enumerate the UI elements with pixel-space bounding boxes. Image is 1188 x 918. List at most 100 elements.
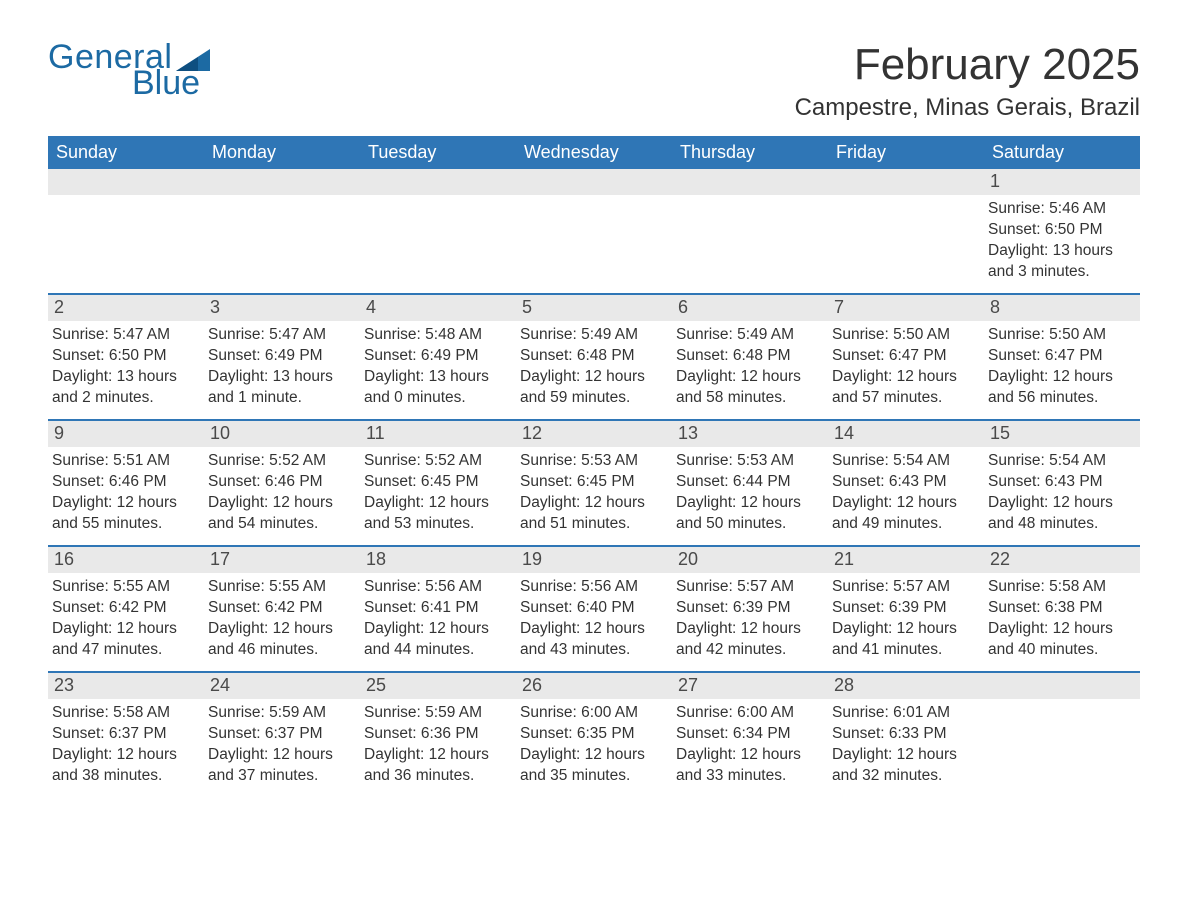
sunrise-text: Sunrise: 5:50 AM bbox=[832, 325, 978, 346]
weekday-header: Thursday bbox=[672, 136, 828, 169]
sunrise-text: Sunrise: 5:59 AM bbox=[208, 703, 354, 724]
sunrise-text: Sunrise: 5:46 AM bbox=[988, 199, 1134, 220]
daylight-text: Daylight: 12 hours and 36 minutes. bbox=[364, 745, 510, 787]
date-number bbox=[204, 169, 360, 195]
sunset-text: Sunset: 6:42 PM bbox=[52, 598, 198, 619]
sunset-text: Sunset: 6:39 PM bbox=[676, 598, 822, 619]
day-details: Sunrise: 5:58 AMSunset: 6:37 PMDaylight:… bbox=[48, 699, 204, 795]
day-cell: 5Sunrise: 5:49 AMSunset: 6:48 PMDaylight… bbox=[516, 295, 672, 419]
day-details: Sunrise: 5:55 AMSunset: 6:42 PMDaylight:… bbox=[204, 573, 360, 669]
date-number: 14 bbox=[828, 421, 984, 447]
day-details: Sunrise: 5:50 AMSunset: 6:47 PMDaylight:… bbox=[828, 321, 984, 417]
weekday-header: Friday bbox=[828, 136, 984, 169]
day-cell bbox=[360, 169, 516, 293]
day-details: Sunrise: 5:59 AMSunset: 6:37 PMDaylight:… bbox=[204, 699, 360, 795]
date-number: 23 bbox=[48, 673, 204, 699]
day-cell: 6Sunrise: 5:49 AMSunset: 6:48 PMDaylight… bbox=[672, 295, 828, 419]
date-number bbox=[984, 673, 1140, 699]
day-details: Sunrise: 5:58 AMSunset: 6:38 PMDaylight:… bbox=[984, 573, 1140, 669]
daylight-text: Daylight: 12 hours and 35 minutes. bbox=[520, 745, 666, 787]
day-details: Sunrise: 5:56 AMSunset: 6:41 PMDaylight:… bbox=[360, 573, 516, 669]
sunrise-text: Sunrise: 5:53 AM bbox=[676, 451, 822, 472]
sunrise-text: Sunrise: 5:50 AM bbox=[988, 325, 1134, 346]
day-details: Sunrise: 5:47 AMSunset: 6:49 PMDaylight:… bbox=[204, 321, 360, 417]
sunrise-text: Sunrise: 5:56 AM bbox=[520, 577, 666, 598]
day-cell: 22Sunrise: 5:58 AMSunset: 6:38 PMDayligh… bbox=[984, 547, 1140, 671]
sunset-text: Sunset: 6:47 PM bbox=[988, 346, 1134, 367]
day-details: Sunrise: 5:57 AMSunset: 6:39 PMDaylight:… bbox=[828, 573, 984, 669]
daylight-text: Daylight: 12 hours and 32 minutes. bbox=[832, 745, 978, 787]
day-details bbox=[516, 195, 672, 207]
date-number: 28 bbox=[828, 673, 984, 699]
sunset-text: Sunset: 6:37 PM bbox=[52, 724, 198, 745]
date-number: 9 bbox=[48, 421, 204, 447]
sunrise-text: Sunrise: 5:52 AM bbox=[208, 451, 354, 472]
location: Campestre, Minas Gerais, Brazil bbox=[795, 94, 1140, 122]
sunset-text: Sunset: 6:49 PM bbox=[208, 346, 354, 367]
day-cell bbox=[516, 169, 672, 293]
date-number: 26 bbox=[516, 673, 672, 699]
sunset-text: Sunset: 6:37 PM bbox=[208, 724, 354, 745]
daylight-text: Daylight: 12 hours and 44 minutes. bbox=[364, 619, 510, 661]
date-number: 5 bbox=[516, 295, 672, 321]
daylight-text: Daylight: 12 hours and 56 minutes. bbox=[988, 367, 1134, 409]
day-details: Sunrise: 5:52 AMSunset: 6:45 PMDaylight:… bbox=[360, 447, 516, 543]
day-details: Sunrise: 5:47 AMSunset: 6:50 PMDaylight:… bbox=[48, 321, 204, 417]
sunrise-text: Sunrise: 5:49 AM bbox=[520, 325, 666, 346]
day-cell: 14Sunrise: 5:54 AMSunset: 6:43 PMDayligh… bbox=[828, 421, 984, 545]
date-number: 1 bbox=[984, 169, 1140, 195]
daylight-text: Daylight: 12 hours and 51 minutes. bbox=[520, 493, 666, 535]
day-details: Sunrise: 5:51 AMSunset: 6:46 PMDaylight:… bbox=[48, 447, 204, 543]
daylight-text: Daylight: 13 hours and 3 minutes. bbox=[988, 241, 1134, 283]
sunset-text: Sunset: 6:36 PM bbox=[364, 724, 510, 745]
sunrise-text: Sunrise: 6:00 AM bbox=[520, 703, 666, 724]
sunset-text: Sunset: 6:35 PM bbox=[520, 724, 666, 745]
daylight-text: Daylight: 12 hours and 40 minutes. bbox=[988, 619, 1134, 661]
daylight-text: Daylight: 12 hours and 58 minutes. bbox=[676, 367, 822, 409]
day-cell: 18Sunrise: 5:56 AMSunset: 6:41 PMDayligh… bbox=[360, 547, 516, 671]
sunset-text: Sunset: 6:34 PM bbox=[676, 724, 822, 745]
day-details bbox=[204, 195, 360, 207]
sunset-text: Sunset: 6:40 PM bbox=[520, 598, 666, 619]
sunset-text: Sunset: 6:46 PM bbox=[52, 472, 198, 493]
day-cell: 28Sunrise: 6:01 AMSunset: 6:33 PMDayligh… bbox=[828, 673, 984, 797]
date-number: 6 bbox=[672, 295, 828, 321]
sunrise-text: Sunrise: 6:00 AM bbox=[676, 703, 822, 724]
day-cell: 4Sunrise: 5:48 AMSunset: 6:49 PMDaylight… bbox=[360, 295, 516, 419]
daylight-text: Daylight: 12 hours and 37 minutes. bbox=[208, 745, 354, 787]
day-details: Sunrise: 5:54 AMSunset: 6:43 PMDaylight:… bbox=[984, 447, 1140, 543]
date-number: 27 bbox=[672, 673, 828, 699]
daylight-text: Daylight: 12 hours and 57 minutes. bbox=[832, 367, 978, 409]
date-number: 13 bbox=[672, 421, 828, 447]
day-details bbox=[828, 195, 984, 207]
day-details: Sunrise: 5:56 AMSunset: 6:40 PMDaylight:… bbox=[516, 573, 672, 669]
daylight-text: Daylight: 12 hours and 41 minutes. bbox=[832, 619, 978, 661]
weekday-header: Wednesday bbox=[516, 136, 672, 169]
date-number: 18 bbox=[360, 547, 516, 573]
daylight-text: Daylight: 12 hours and 59 minutes. bbox=[520, 367, 666, 409]
day-cell bbox=[828, 169, 984, 293]
week-row: 1Sunrise: 5:46 AMSunset: 6:50 PMDaylight… bbox=[48, 169, 1140, 293]
brand-blue: Blue bbox=[132, 66, 210, 100]
day-cell: 2Sunrise: 5:47 AMSunset: 6:50 PMDaylight… bbox=[48, 295, 204, 419]
day-cell bbox=[204, 169, 360, 293]
sunrise-text: Sunrise: 6:01 AM bbox=[832, 703, 978, 724]
day-cell: 25Sunrise: 5:59 AMSunset: 6:36 PMDayligh… bbox=[360, 673, 516, 797]
daylight-text: Daylight: 12 hours and 38 minutes. bbox=[52, 745, 198, 787]
date-number: 24 bbox=[204, 673, 360, 699]
sunset-text: Sunset: 6:41 PM bbox=[364, 598, 510, 619]
daylight-text: Daylight: 12 hours and 43 minutes. bbox=[520, 619, 666, 661]
week-row: 9Sunrise: 5:51 AMSunset: 6:46 PMDaylight… bbox=[48, 419, 1140, 545]
day-cell: 9Sunrise: 5:51 AMSunset: 6:46 PMDaylight… bbox=[48, 421, 204, 545]
date-number bbox=[516, 169, 672, 195]
day-details: Sunrise: 5:46 AMSunset: 6:50 PMDaylight:… bbox=[984, 195, 1140, 291]
sunset-text: Sunset: 6:44 PM bbox=[676, 472, 822, 493]
date-number bbox=[672, 169, 828, 195]
weekday-header-row: SundayMondayTuesdayWednesdayThursdayFrid… bbox=[48, 136, 1140, 169]
sunrise-text: Sunrise: 5:58 AM bbox=[52, 703, 198, 724]
sunset-text: Sunset: 6:39 PM bbox=[832, 598, 978, 619]
week-row: 23Sunrise: 5:58 AMSunset: 6:37 PMDayligh… bbox=[48, 671, 1140, 797]
title-block: February 2025 Campestre, Minas Gerais, B… bbox=[795, 40, 1140, 122]
date-number: 12 bbox=[516, 421, 672, 447]
weekday-header: Monday bbox=[204, 136, 360, 169]
